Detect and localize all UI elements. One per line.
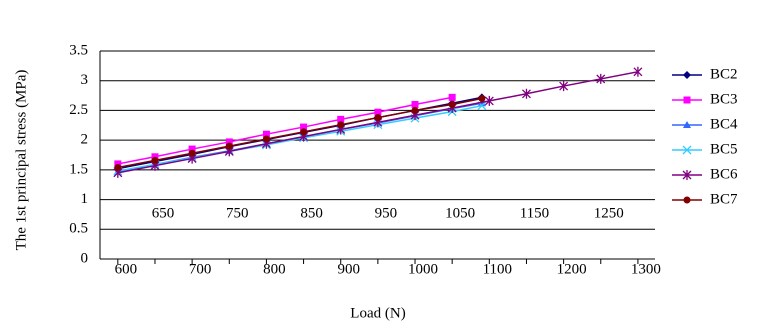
y-tick-label: 2.5 [69, 102, 88, 118]
data-point [559, 81, 569, 92]
data-point [478, 95, 486, 103]
legend-marker [682, 170, 692, 180]
data-point [188, 145, 196, 153]
data-point [300, 123, 308, 131]
x-tick-label: 750 [226, 205, 249, 221]
y-tick-label: 2 [81, 132, 89, 148]
data-point [188, 149, 196, 157]
data-point [411, 106, 419, 114]
x-tick-label: 1200 [557, 261, 587, 277]
data-point [114, 160, 122, 168]
data-point [300, 128, 308, 136]
data-point [448, 100, 456, 108]
data-point [374, 108, 382, 116]
x-axis-label: Load (N) [350, 305, 405, 321]
data-point [522, 88, 531, 99]
x-tick-label: 700 [189, 261, 212, 277]
x-tick-label: 1250 [594, 205, 624, 221]
data-point [411, 100, 419, 108]
x-tick-label: 900 [337, 261, 360, 277]
data-point [596, 73, 606, 84]
series-line [117, 104, 483, 172]
legend-marker [682, 145, 692, 155]
data-point [448, 93, 456, 101]
y-tick-label: 0 [81, 250, 89, 266]
x-tick-label: 850 [300, 205, 323, 221]
data-point [225, 138, 233, 146]
series-line [117, 97, 483, 169]
legend-marker [683, 71, 691, 79]
data-point [262, 130, 270, 138]
legend-label: BC6 [710, 166, 738, 182]
legend-label: BC4 [710, 116, 738, 132]
data-point [374, 114, 382, 122]
y-tick-label: 0.5 [69, 221, 88, 237]
legend-label: BC3 [710, 91, 738, 107]
series-line [117, 96, 453, 165]
legend-marker [683, 121, 691, 128]
data-point [337, 115, 345, 123]
data-point [151, 153, 159, 161]
x-tick-label: 650 [152, 205, 175, 221]
x-tick-label: 800 [263, 261, 286, 277]
legend-label: BC5 [710, 141, 738, 157]
y-tick-label: 1.5 [69, 161, 88, 177]
legend-marker [683, 196, 691, 204]
x-tick-label: 1000 [408, 261, 438, 277]
x-tick-label: 1150 [520, 205, 549, 221]
x-tick-label: 1300 [631, 261, 661, 277]
x-tick-label: 1050 [445, 205, 475, 221]
legend-label: BC7 [710, 191, 738, 207]
y-tick-label: 1 [81, 191, 89, 207]
x-tick-label: 600 [115, 261, 138, 277]
data-point [262, 135, 270, 143]
x-tick-label: 950 [375, 205, 398, 221]
y-tick-label: 3.5 [69, 42, 88, 58]
data-point [633, 66, 643, 77]
legend-marker [683, 96, 691, 104]
y-tick-label: 3 [81, 72, 89, 88]
data-point [337, 121, 345, 129]
x-tick-label: 1100 [483, 261, 512, 277]
y-axis-label: The 1st principal stress (MPa) [13, 70, 29, 251]
data-point [225, 142, 233, 150]
data-point [114, 163, 122, 171]
data-point [151, 156, 159, 164]
legend-label: BC2 [710, 66, 738, 82]
data-point [484, 95, 494, 106]
